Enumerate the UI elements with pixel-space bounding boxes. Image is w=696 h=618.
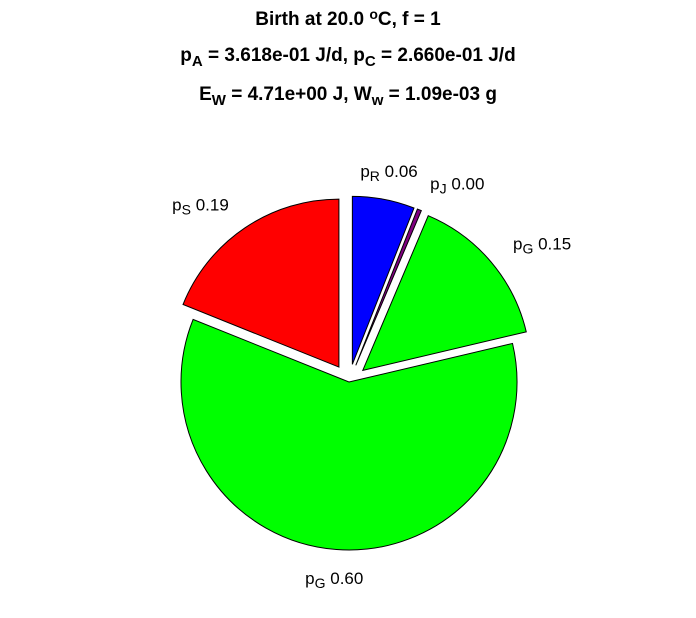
title-part: = 2.660e-01 J/d: [376, 45, 516, 66]
label-value: 0.15: [538, 235, 571, 254]
title-part: E: [199, 84, 212, 105]
slice-label: pR 0.06: [360, 162, 417, 184]
slice-label: pJ 0.00: [430, 174, 484, 196]
label-sub: G: [522, 241, 533, 257]
title-part: = 1.09e-03 g: [383, 84, 497, 105]
title-part: w: [371, 92, 384, 109]
label-value: 0.60: [330, 569, 363, 588]
label-value: 0.19: [196, 195, 229, 214]
slice-label: pS 0.19: [172, 195, 229, 217]
chart-title: Birth at 20.0 oC, f = 1: [255, 6, 441, 30]
title-part: W: [212, 92, 227, 109]
chart-title: EW = 4.71e+00 J, Ww = 1.09e-03 g: [199, 84, 497, 109]
label-base: p: [360, 162, 369, 181]
chart-title: pA = 3.618e-01 J/d, pC = 2.660e-01 J/d: [180, 45, 515, 70]
title-part: = 3.618e-01 J/d, p: [203, 45, 365, 66]
label-value: 0.00: [451, 174, 484, 193]
pie-slice: [361, 215, 527, 372]
label-base: p: [430, 174, 439, 193]
title-part: Birth at 20.0: [255, 9, 369, 30]
label-sub: G: [315, 575, 326, 591]
label-base: p: [513, 235, 522, 254]
title-part: C: [365, 53, 376, 70]
pie-slice: [351, 195, 415, 365]
label-sub: S: [182, 201, 191, 217]
title-part: A: [192, 53, 203, 70]
pie-slice: [355, 208, 422, 366]
label-sub: R: [370, 168, 380, 184]
slice-label: pG 0.60: [305, 569, 363, 591]
label-base: p: [172, 195, 181, 214]
label-sub: J: [440, 181, 447, 197]
title-part: C, f = 1: [378, 9, 441, 30]
title-part: o: [369, 6, 378, 22]
title-part: p: [180, 45, 192, 66]
pie-slice: [182, 198, 340, 368]
pie-slice: [180, 318, 518, 551]
label-value: 0.06: [385, 162, 418, 181]
label-base: p: [305, 569, 314, 588]
slice-label: pG 0.15: [513, 235, 571, 257]
title-part: = 4.71e+00 J, W: [226, 84, 372, 105]
